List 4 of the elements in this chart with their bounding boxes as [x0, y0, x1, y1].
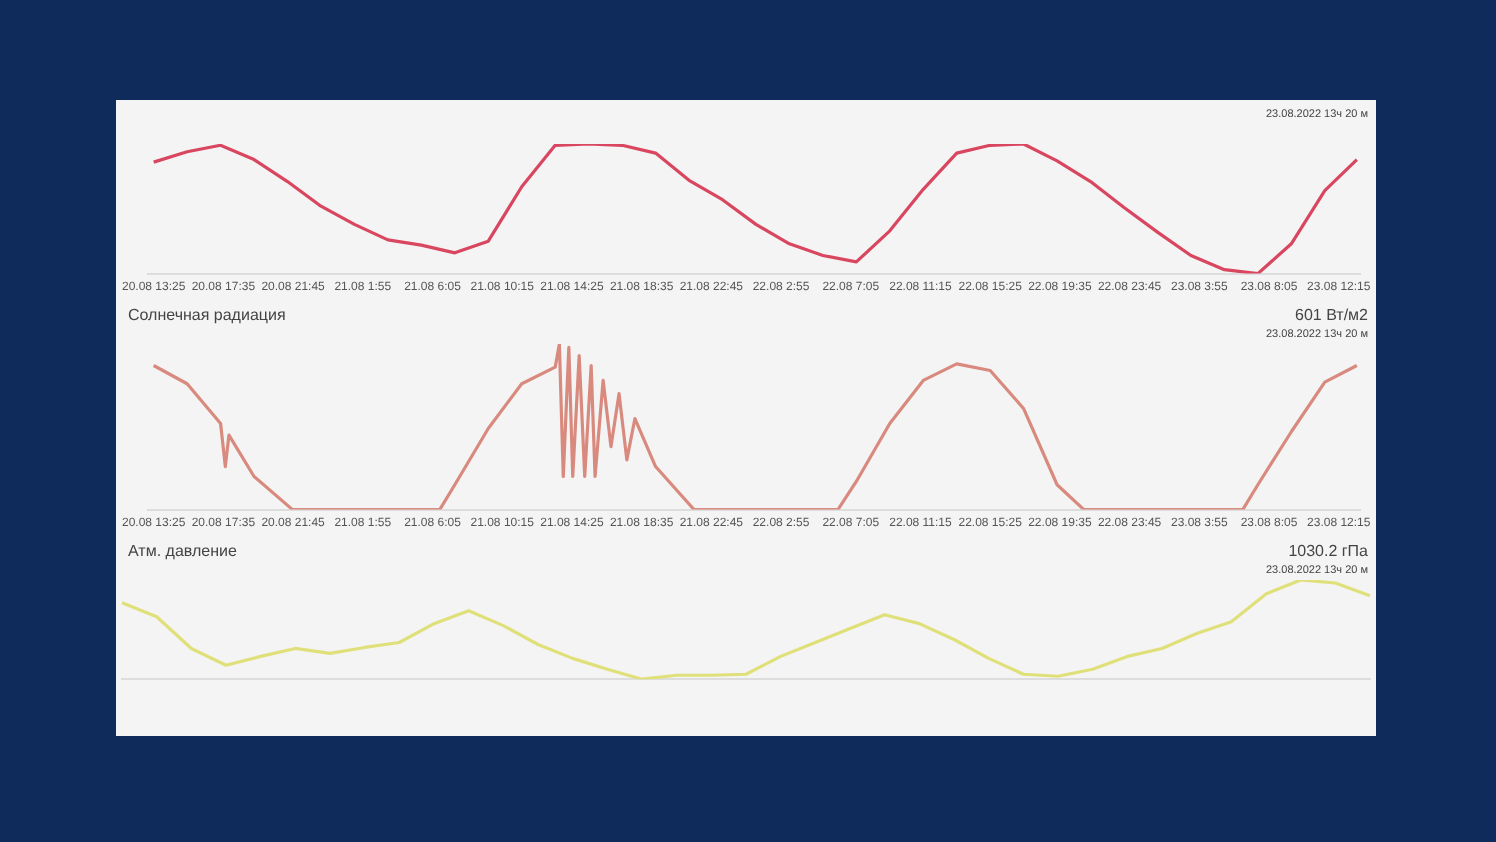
text: 601 Вт/м2 — [1295, 306, 1370, 325]
chart-title: Атм. давление — [128, 542, 238, 561]
chart-title: Солнечная радиация — [128, 306, 286, 325]
text: 1030.2 гПа — [1288, 542, 1370, 561]
